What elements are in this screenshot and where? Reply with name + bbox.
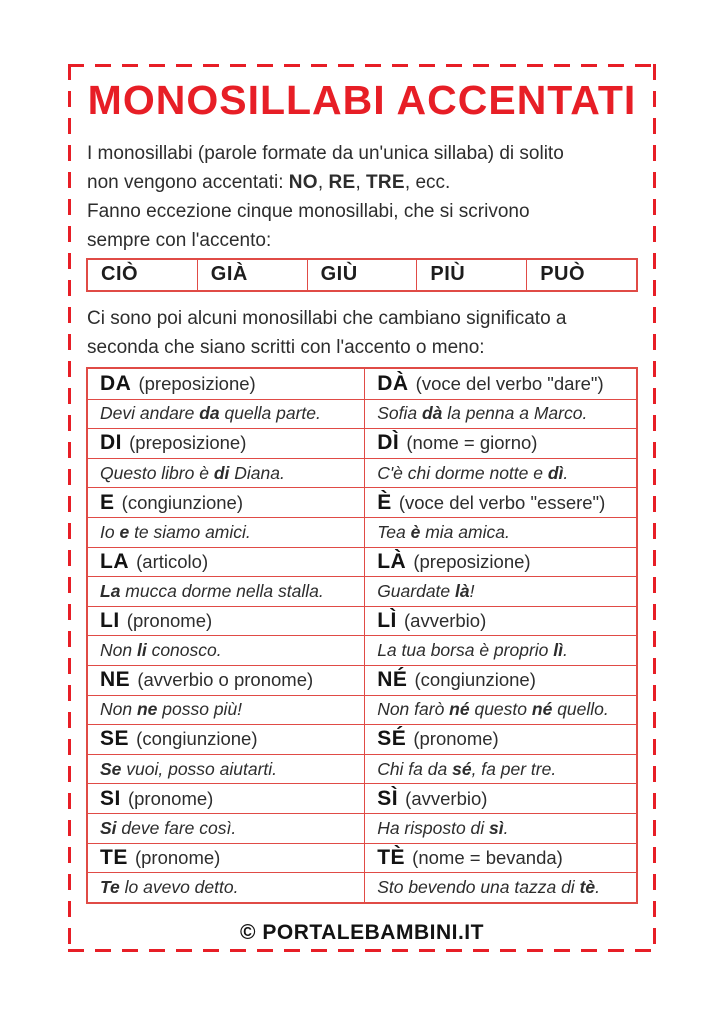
- word-table-cell-left: Non li conosco.: [100, 640, 222, 661]
- word-table-row: SI (pronome) SÌ (avverbio): [88, 783, 636, 813]
- word-table-cell-right: DÀ (voce del verbo "dare"): [364, 369, 636, 399]
- word-table-row: SE (congiunzione) SÉ (pronome): [88, 724, 636, 754]
- word-table-row: Non li conosco. La tua borsa è proprio lì…: [88, 635, 636, 665]
- word-table-cell-right: Tea è mia amica.: [364, 517, 636, 547]
- word-table-cell-right: Guardate là!: [364, 577, 636, 606]
- word-table-cell-left: TE (pronome): [100, 845, 221, 869]
- worksheet-page: MONOSILLABI ACCENTATI I monosillabi (par…: [68, 64, 656, 952]
- word-table-cell-right: NÉ (congiunzione): [364, 665, 636, 695]
- word-table-row: Io e te siamo amici. Tea è mia amica.: [88, 516, 636, 547]
- word-table-cell-left: Te lo avevo detto.: [100, 876, 239, 897]
- word-table-cell-right: LÌ (avverbio): [364, 606, 636, 636]
- word-table-row: LA (articolo) LÀ (preposizione): [88, 546, 636, 577]
- page-title: MONOSILLABI ACCENTATI: [87, 77, 637, 123]
- word-table-cell-left: DI (preposizione): [100, 431, 247, 455]
- word-table-cell-left: SE (congiunzione): [100, 727, 258, 751]
- word-table-cell-right: SÌ (avverbio): [364, 784, 636, 813]
- word-table-row: Questo libro è di Diana. C'è chi dorme no…: [88, 457, 636, 488]
- accent-cell-piu: PIÙ: [416, 260, 526, 290]
- intro-paragraph-3: Ci sono poi alcuni monosillabi che cambi…: [87, 308, 567, 358]
- word-table-cell-left: DA (preposizione): [100, 371, 256, 395]
- accent-cell-giu: GIÙ: [306, 260, 417, 290]
- word-table-row: Devi andare da quella parte. Sofia dà la …: [88, 398, 636, 429]
- word-table-row: La mucca dorme nella stalla. Guardate là!: [88, 576, 636, 606]
- accented-monosyllables-table: CIÒ GIÀ GIÙ PIÙ PUÒ: [86, 258, 638, 292]
- word-table-row: E (congiunzione) È (voce del verbo "esser…: [88, 487, 636, 517]
- accent-cell-puo: PUÒ: [526, 260, 636, 290]
- word-table-cell-right: La tua borsa è proprio lì.: [364, 636, 636, 665]
- word-table-cell-left: NE (avverbio o pronome): [100, 668, 314, 692]
- word-table-cell-right: DÌ (nome = giorno): [364, 429, 636, 458]
- word-table-row: Se vuoi, posso aiutarti. Chi fa da sé, fa…: [88, 753, 636, 784]
- word-table-cell-left: Se vuoi, posso aiutarti.: [100, 758, 278, 779]
- word-table-row: DA (preposizione) DÀ (voce del verbo "dar…: [88, 369, 636, 399]
- word-table-row: Te lo avevo detto. Sto bevendo una tazza …: [88, 872, 636, 902]
- word-table-row: LI (pronome) LÌ (avverbio): [88, 605, 636, 636]
- word-table-cell-left: Si deve fare così.: [100, 817, 237, 838]
- word-table-cell-left: Io e te siamo amici.: [100, 521, 251, 542]
- word-comparison-table: DA (preposizione) DÀ (voce del verbo "dar…: [86, 367, 638, 904]
- word-table-cell-left: Devi andare da quella parte.: [100, 403, 321, 424]
- word-table-cell-right: Non farò né questo né quello.: [364, 695, 636, 725]
- word-table-cell-right: Chi fa da sé, fa per tre.: [364, 754, 636, 784]
- word-table-cell-left: SI (pronome): [100, 786, 214, 810]
- word-table-cell-right: Sto bevendo una tazza di tè.: [364, 873, 636, 902]
- word-table-cell-right: È (voce del verbo "essere"): [364, 488, 636, 517]
- word-table-cell-left: LA (articolo): [100, 549, 209, 573]
- accent-cell-cio: CIÒ: [101, 263, 139, 285]
- intro-paragraph-2: Fanno eccezione cinque monosillabi, che …: [87, 201, 530, 251]
- word-table-cell-right: LÀ (preposizione): [364, 547, 636, 577]
- word-table-cell-left: Non ne posso più!: [100, 699, 243, 720]
- word-table-cell-left: E (congiunzione): [100, 490, 244, 514]
- footer-credit: © PORTALEBAMBINI.IT: [240, 920, 484, 944]
- word-table-cell-right: Sofia dà la penna a Marco.: [364, 399, 636, 429]
- accent-cell-gia: GIÀ: [196, 260, 307, 290]
- word-table-cell-right: C'è chi dorme notte e dì.: [364, 458, 636, 488]
- word-table-cell-left: La mucca dorme nella stalla.: [100, 580, 324, 601]
- word-table-cell-right: Ha risposto di sì.: [364, 813, 636, 843]
- word-table-row: NE (avverbio o pronome) NÉ (congiunzione): [88, 664, 636, 695]
- word-table-cell-right: SÉ (pronome): [364, 725, 636, 754]
- word-table-cell-right: TÈ (nome = bevanda): [364, 843, 636, 873]
- word-table-row: Non ne posso più! Non farò né questo né q…: [88, 694, 636, 725]
- intro-paragraph-1: I monosillabi (parole formate da un'unic…: [87, 143, 564, 193]
- word-table-cell-left: Questo libro è di Diana.: [100, 462, 285, 483]
- word-table-cell-left: LI (pronome): [100, 609, 213, 633]
- word-table-row: TE (pronome) TÈ (nome = bevanda): [88, 842, 636, 873]
- word-table-row: DI (preposizione) DÌ (nome = giorno): [88, 428, 636, 458]
- word-table-row: Si deve fare così. Ha risposto di sì.: [88, 812, 636, 843]
